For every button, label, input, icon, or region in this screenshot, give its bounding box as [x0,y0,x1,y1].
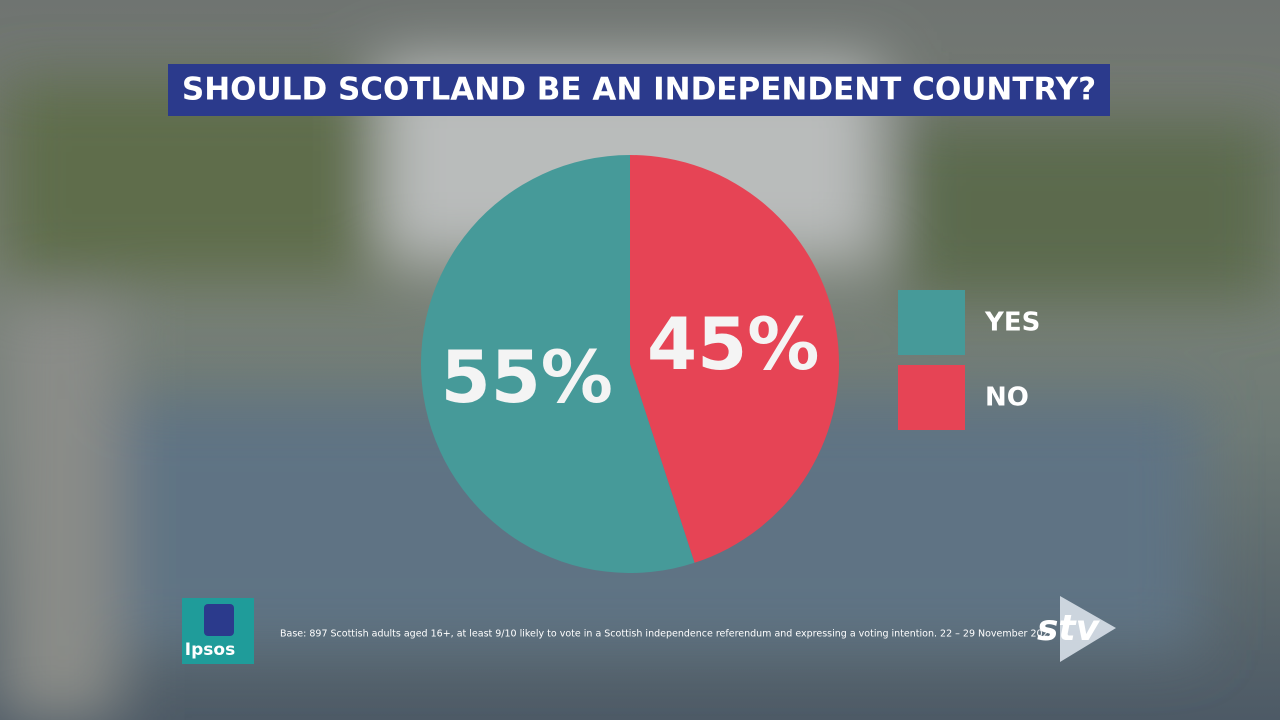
value-label: 45% [647,302,819,386]
title-bar [168,64,1110,116]
pie-slice [420,155,695,574]
pie-slice [630,155,839,563]
ipsos-logo-text: Ipsos [185,640,235,660]
legend-label: YES [984,308,1040,338]
ipsos-logo-mark [204,604,234,636]
legend-swatch [898,290,965,355]
stv-logo-text: stv [1037,608,1101,649]
legend-swatch [898,365,965,430]
chart-title: SHOULD SCOTLAND BE AN INDEPENDENT COUNTR… [182,72,1096,108]
footnote: Base: 897 Scottish adults aged 16+, at l… [280,629,1055,640]
stv-logo-mark [1060,596,1116,662]
legend-label: NO [985,383,1029,413]
value-label: 55% [441,335,613,419]
